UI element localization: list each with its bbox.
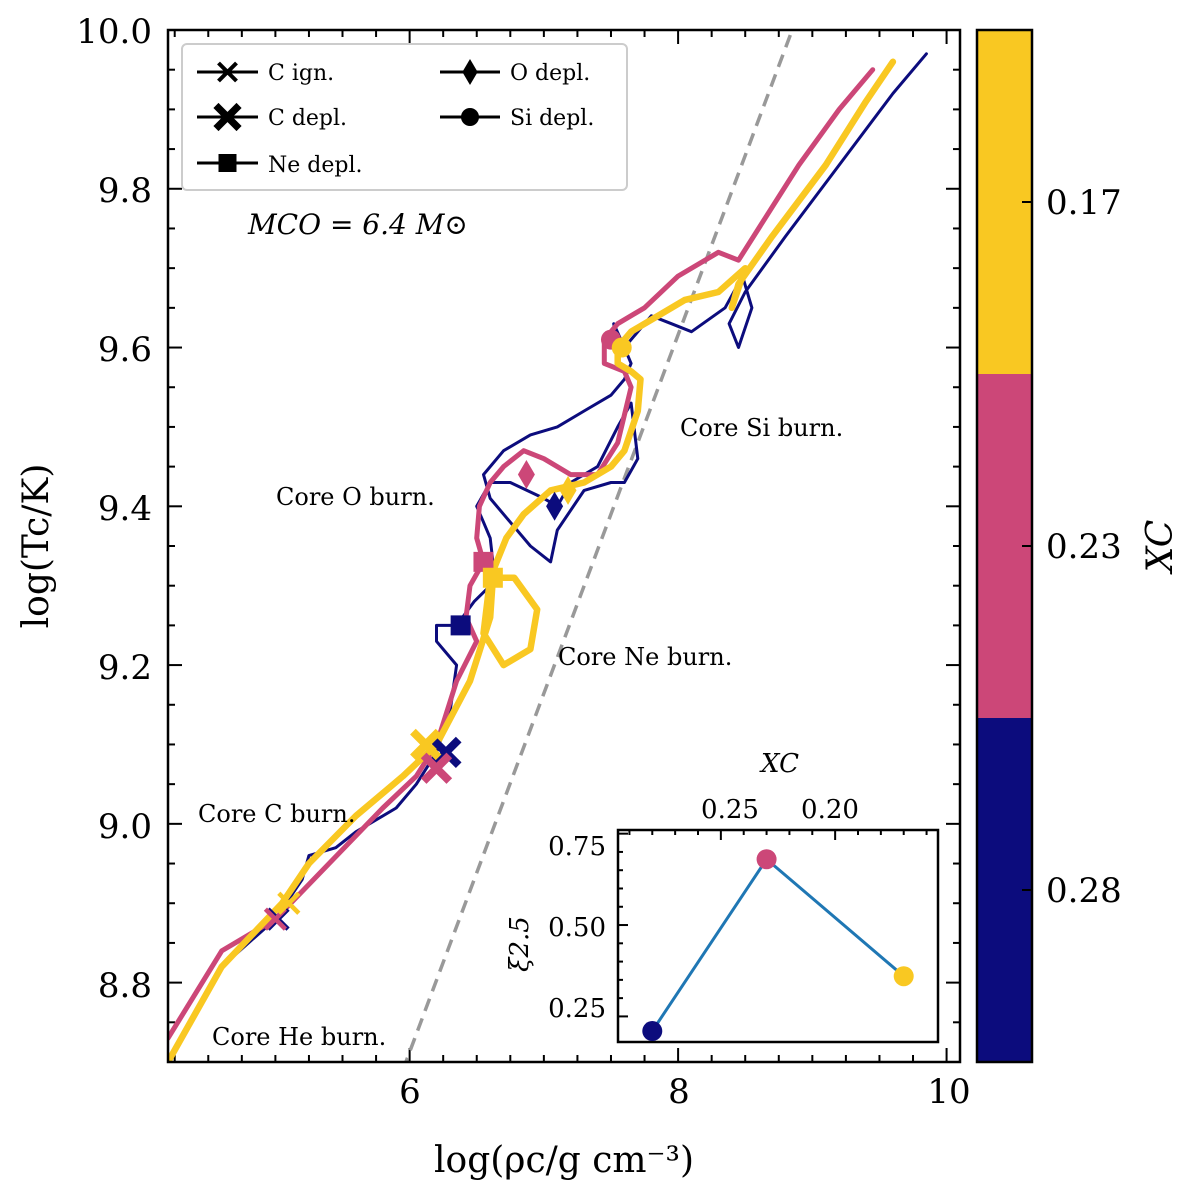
legend-label: C ign. [268,61,334,86]
marker-stroke [213,102,242,132]
colorbar-tick-label: 0.17 [1046,183,1122,223]
inset-y-tick-label: 0.25 [548,994,606,1024]
marker-o-depl [462,58,478,86]
marker-o-depl [517,460,535,490]
stage-label: Core C burn. [198,800,356,828]
marker-c-depl [420,752,453,784]
stage-label: Core Si burn. [680,414,843,442]
legend: C ign. O depl. C depl. Si depl. Ne depl. [181,43,628,191]
marker-stroke [420,752,453,784]
marker-ne-depl [218,154,237,172]
marker-c-depl [410,728,442,761]
marker-o-depl [559,475,577,505]
y-tick-label: 9.2 [98,648,152,688]
stage-label: Core He burn. [212,1023,386,1051]
marker-stroke [277,891,301,915]
legend-label: C depl. [268,106,347,131]
marker-c-depl [430,736,462,769]
track-markers-group [263,329,632,931]
stage-label: Core Ne burn. [558,643,732,671]
legend-markers [197,58,500,172]
y-tick-label: 9.4 [98,489,152,529]
inset-point [642,1021,663,1042]
stage-labels: Core He burn. Core C burn. Core Ne burn.… [198,414,843,1051]
mco-annotation: MCO = 6.4 M⊙ [247,208,468,241]
x-tick-label: 8 [668,1072,690,1112]
x-tick-labels: 6 8 10 [399,1072,970,1112]
colorbar-label: XC [1140,520,1181,576]
marker-stroke [410,728,442,761]
inset-top-tick-label: 0.25 [701,795,759,825]
marker-si-depl [461,108,479,126]
inset-top-tick-label: 0.20 [801,795,859,825]
marker-c-depl [213,102,242,132]
inset-frame [616,828,940,1044]
x-tick-label: 10 [927,1072,970,1112]
marker-c-ign [277,891,301,915]
y-tick-label: 9.6 [98,330,152,370]
inset-y-tick-label: 0.50 [548,913,606,943]
reference-line [404,30,794,1062]
x-axis-label: log(ρc/g cm⁻³) [434,1140,694,1181]
marker-si-depl [611,337,632,358]
x-tick-label: 6 [399,1072,421,1112]
legend-label: O depl. [510,61,590,86]
inset-ticks [618,830,928,1018]
stage-label: Core O burn. [276,483,435,511]
reference-line-group [404,30,794,1062]
inset-point [756,849,777,870]
y-axis-label: log(Tc/K) [16,464,57,629]
colorbar-tick-label: 0.23 [1046,527,1122,567]
marker-c-ign [217,61,238,83]
y-tick-labels: 8.8 9.0 9.2 9.4 9.6 9.8 10.0 [76,12,152,1006]
marker-ne-depl [482,567,503,588]
marker-ne-depl [473,551,494,572]
legend-label: Ne depl. [268,153,362,178]
legend-box [181,43,628,191]
y-tick-label: 8.8 [98,966,152,1006]
marker-ne-depl [450,615,471,636]
plot-frame [166,28,962,1064]
y-tick-label: 10.0 [76,12,152,52]
inset: 0.25 0.50 0.75 0.25 0.20 XC ξ2.5 [505,749,940,1044]
colorbar-tick-label: 0.28 [1046,871,1122,911]
inset-y-axis-label: ξ2.5 [505,916,535,972]
inset-plot [642,849,914,1042]
inset-point [893,966,914,987]
marker-o-depl [546,491,564,521]
legend-label: Si depl. [510,106,594,131]
y-tick-label: 9.8 [98,171,152,211]
inset-top-axis-label: XC [759,749,799,779]
inset-y-tick-label: 0.75 [548,832,606,862]
colorbar: 0.17 0.23 0.28 XC [975,28,1181,1064]
y-tick-label: 9.0 [98,807,152,847]
marker-stroke [430,736,462,769]
marker-stroke [217,61,238,83]
